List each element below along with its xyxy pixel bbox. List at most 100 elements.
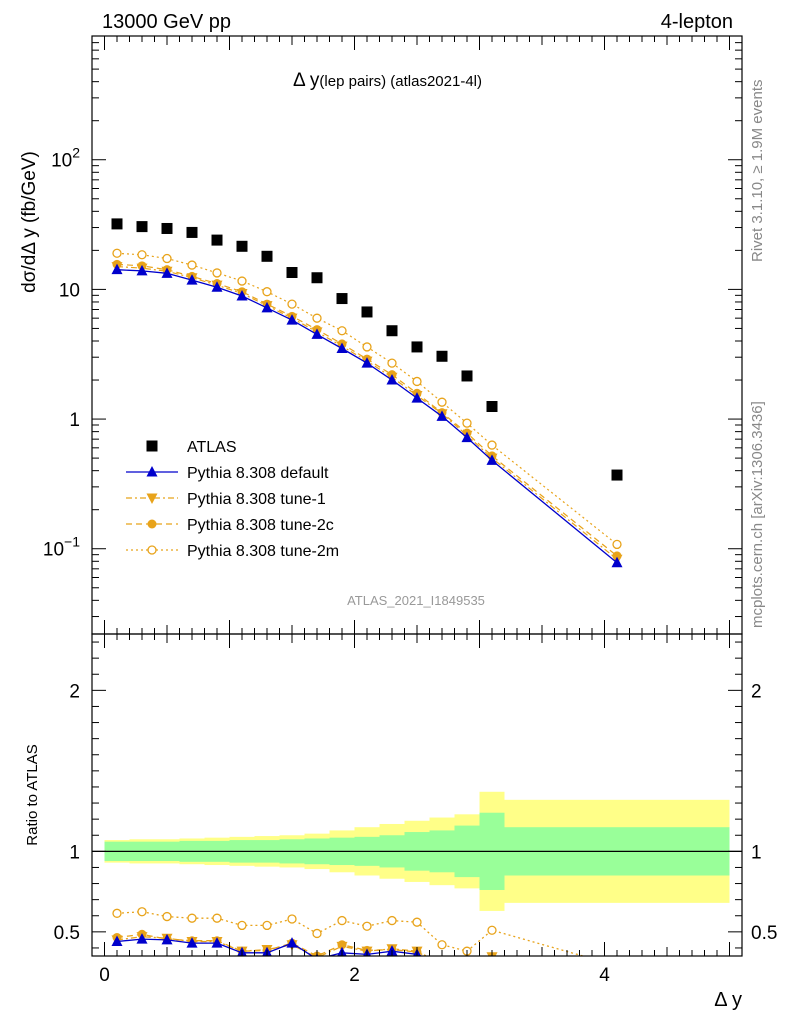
data-point [387,358,397,368]
series-pythia-8-308-default [111,263,623,568]
data-point [211,234,223,246]
ratio-y-tick-label-right: 1 [751,842,762,863]
legend-label: Pythia 8.308 tune-2c [187,517,334,534]
ratio-point [463,960,472,969]
ratio-point [462,960,473,971]
ratio-y-tick-label-left: 1 [69,842,80,863]
data-point [411,341,423,353]
data-point [111,263,123,275]
data-point [461,431,473,443]
ratio-point [161,933,173,945]
legend-label: Pythia 8.308 tune-1 [187,491,326,508]
data-point [487,440,497,450]
header-right: 4-lepton [661,11,733,33]
legend-item-pythia-8-308-tune-2c: Pythia 8.308 tune-2c [126,517,334,534]
data-point [137,250,147,260]
data-point [311,272,323,284]
legend-label: ATLAS [187,439,237,456]
x-tick-label: 2 [349,965,360,986]
data-point [261,250,273,262]
data-point [411,392,423,403]
data-point [436,410,448,421]
series-atlas [111,218,623,481]
ratio-point [487,925,497,935]
ratio-point [162,911,172,922]
data-point [612,539,622,550]
legend-label: Pythia 8.308 tune-2m [187,543,339,560]
legend-marker [147,519,157,529]
ratio-point [237,920,247,931]
ratio-point [337,915,347,926]
ratio-point [286,937,298,948]
data-point [437,397,447,407]
ratio-point [312,928,322,939]
y-tick-label: 10−1 [43,534,80,561]
data-point [386,374,398,385]
ratio-frame [91,633,743,957]
data-point [412,376,422,387]
ratio-y-tick-label-left: 2 [69,681,80,702]
ratio-y-tick-label-right: 2 [751,681,762,702]
data-point [111,218,123,230]
data-point [436,350,448,362]
ratio-point [212,913,222,923]
ratio-point [136,933,148,944]
data-point [211,281,223,292]
data-point [386,325,398,337]
ratio-series-pythia-8-308-tune-2m [112,907,586,956]
legend-label: Pythia 8.308 default [187,465,329,482]
ratio-series-layer [111,907,623,985]
data-point [312,313,322,323]
legend-marker [147,545,157,555]
data-point [162,253,172,264]
data-point [286,314,298,325]
ratio-bands [92,791,742,911]
data-point [337,326,347,336]
data-point [362,342,372,352]
rivet-label: Rivet 3.1.10, ≥ 1.9M events [749,80,766,263]
y-tick-label: 10 [59,280,80,301]
legend-marker [146,493,158,504]
main-title-var: Δ y [293,70,320,91]
data-point [261,301,273,313]
ratio-point [362,921,372,931]
data-point [161,222,173,234]
data-point [161,267,173,278]
data-point [136,221,148,233]
series-pythia-8-308-tune-2c [112,259,622,561]
data-point [236,289,248,301]
data-point [136,264,148,276]
ratio-point [613,976,622,985]
data-point [287,299,297,309]
x-tick-label: 4 [599,965,610,986]
data-point [237,276,247,286]
legend-marker [146,466,158,477]
ratio-y-tick-label-right: 0.5 [751,923,777,944]
ratio-point [387,915,397,926]
legend: ATLAS Pythia 8.308 default Pythia 8.308 tu… [126,439,339,560]
watermark: ATLAS_2021_I1849535 [347,593,485,608]
ratio-point [412,917,422,927]
ratio-ylabel: Ratio to ATLAS [24,744,41,845]
data-point [336,342,348,354]
data-point [486,454,498,465]
ratio-point [438,960,447,969]
main-axes: 102 10 1 10−1 [43,35,742,634]
y-tick-label: 1 [69,410,80,431]
ratio-point [112,908,122,918]
y-tick-label: 102 [51,145,80,172]
main-title: Δ y(lep pairs) (atlas2021-4l) [293,70,482,91]
ratio-point [262,920,272,931]
series-pythia-8-308-tune-2m [112,248,622,550]
data-point [611,556,623,568]
data-point [186,226,198,238]
ratio-point [487,958,498,969]
main-panel: 102 10 1 10−1 Δ y(lep pairs) (atlas2021-4l)… [19,35,743,635]
legend-item-pythia-8-308-tune-1: Pythia 8.308 tune-1 [126,491,326,508]
ratio-point [187,913,197,923]
ratio-point [186,937,198,948]
data-point [187,260,197,270]
ratio-point [437,940,447,950]
ratio-point [612,974,623,985]
